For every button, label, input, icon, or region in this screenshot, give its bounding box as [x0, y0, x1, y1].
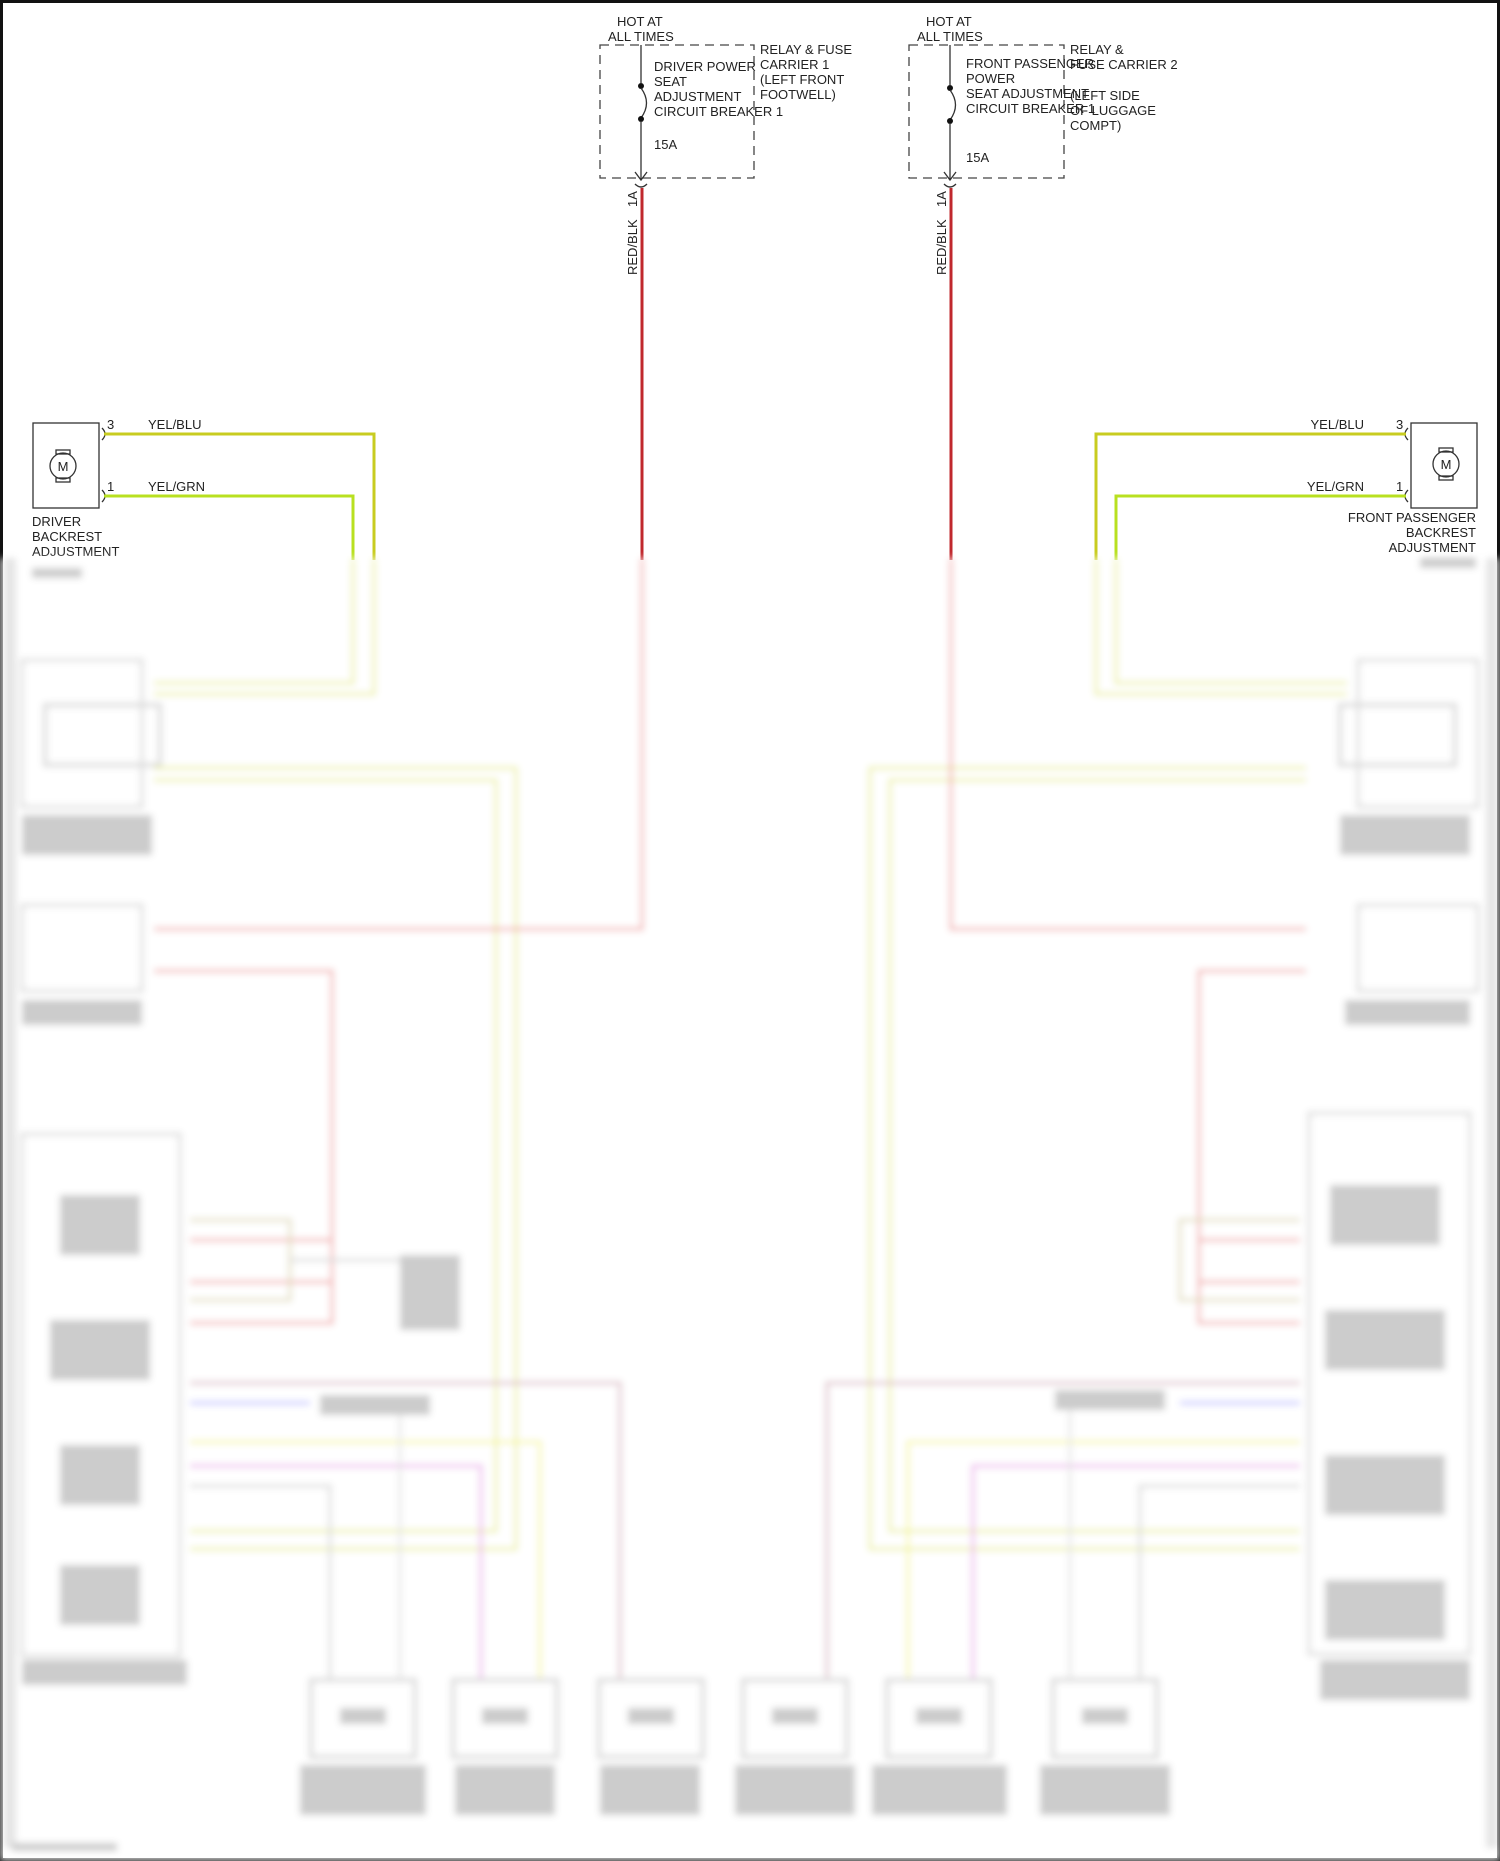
svg-text:BACKREST: BACKREST	[32, 529, 102, 544]
svg-text:DRIVER: DRIVER	[32, 514, 81, 529]
svg-text:(LEFT FRONT: (LEFT FRONT	[760, 72, 844, 87]
svg-text:1: 1	[107, 479, 114, 494]
svg-text:3: 3	[107, 417, 114, 432]
svg-text:ALL TIMES: ALL TIMES	[917, 29, 983, 44]
blurred-lower-diagram	[0, 558, 1500, 1861]
yel-blu-wire	[104, 432, 376, 560]
yel-grn-wire	[104, 494, 355, 560]
circuit-breaker-icon	[949, 89, 957, 121]
svg-text:YEL/BLU: YEL/BLU	[1311, 417, 1364, 432]
motor-icon	[49, 452, 77, 480]
circuit-breaker-icon	[640, 87, 648, 119]
passenger-backrest-motor: M 3 YEL/BLU 1 YEL/GRN FRONT PASSENGER BA…	[1094, 417, 1478, 560]
svg-text:RELAY &: RELAY &	[1070, 42, 1124, 57]
fuse-carrier-box	[599, 44, 755, 179]
svg-text:HOT AT: HOT AT	[926, 14, 972, 29]
svg-text:3: 3	[1396, 417, 1403, 432]
passenger-circuit-breaker: HOT AT ALL TIMES FRONT PASSENGER POWER S…	[908, 14, 1178, 560]
svg-text:ADJUSTMENT: ADJUSTMENT	[654, 89, 741, 104]
svg-text:DRIVER POWER: DRIVER POWER	[654, 59, 756, 74]
svg-text:CIRCUIT BREAKER 1: CIRCUIT BREAKER 1	[966, 101, 1095, 116]
svg-text:FRONT PASSENGER: FRONT PASSENGER	[966, 56, 1094, 71]
svg-text:1: 1	[1396, 479, 1403, 494]
svg-text:COMPT): COMPT)	[1070, 118, 1121, 133]
svg-text:BACKREST: BACKREST	[1406, 525, 1476, 540]
svg-text:ADJUSTMENT: ADJUSTMENT	[32, 544, 119, 559]
pin-label: 1A	[625, 191, 640, 207]
svg-text:OF LUGGAGE: OF LUGGAGE	[1070, 103, 1156, 118]
wire-label: YEL/GRN	[148, 479, 205, 494]
fuse-rating: 15A	[654, 137, 677, 152]
svg-text:M: M	[58, 459, 69, 474]
wire-label: RED/BLK	[625, 219, 640, 275]
svg-text:ADJUSTMENT: ADJUSTMENT	[1389, 540, 1476, 555]
driver-backrest-motor: M 3 YEL/BLU 1 YEL/GRN DRIVER BACKREST AD…	[32, 417, 376, 560]
driver-circuit-breaker: HOT AT ALL TIMES DRIVER POWER SEAT ADJUS…	[599, 14, 852, 560]
svg-text:POWER: POWER	[966, 71, 1015, 86]
svg-text:CARRIER 1: CARRIER 1	[760, 57, 829, 72]
svg-text:FRONT PASSENGER: FRONT PASSENGER	[1348, 510, 1476, 525]
svg-text:SEAT: SEAT	[654, 74, 687, 89]
svg-text:FUSE CARRIER 2: FUSE CARRIER 2	[1070, 57, 1178, 72]
svg-text:15A: 15A	[966, 150, 989, 165]
svg-text:RELAY & FUSE: RELAY & FUSE	[760, 42, 852, 57]
fuse-carrier-box	[908, 44, 1065, 179]
svg-text:(LEFT SIDE: (LEFT SIDE	[1070, 88, 1140, 103]
svg-text:RED/BLK: RED/BLK	[934, 219, 949, 275]
motor-icon	[1432, 450, 1460, 478]
hot-label: ALL TIMES	[608, 29, 674, 44]
wire-label: YEL/BLU	[148, 417, 201, 432]
svg-text:SEAT ADJUSTMENT: SEAT ADJUSTMENT	[966, 86, 1089, 101]
svg-text:CIRCUIT BREAKER 1: CIRCUIT BREAKER 1	[654, 104, 783, 119]
svg-text:M: M	[1441, 457, 1452, 472]
svg-text:YEL/GRN: YEL/GRN	[1307, 479, 1364, 494]
svg-text:1A: 1A	[934, 191, 949, 207]
svg-text:FOOTWELL): FOOTWELL)	[760, 87, 836, 102]
hot-label: HOT AT	[617, 14, 663, 29]
